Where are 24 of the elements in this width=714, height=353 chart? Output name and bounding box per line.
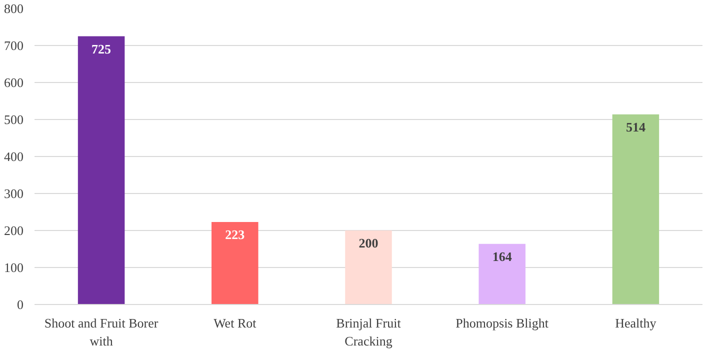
data-label: 514 (626, 119, 646, 134)
x-tick-label: Brinjal Fruit Cracking (336, 316, 402, 348)
data-label: 200 (358, 236, 378, 250)
y-tick-label: 600 (4, 75, 24, 90)
y-tick-label: 300 (4, 186, 24, 201)
bar (612, 114, 660, 304)
bar (212, 222, 258, 304)
y-tick-label: 0 (17, 297, 24, 312)
data-label: 725 (92, 41, 112, 56)
y-tick-label: 800 (4, 1, 24, 16)
x-tick-label: Healthy (615, 316, 657, 330)
x-tick-label: Phomopsis Blight (456, 316, 549, 330)
y-tick-label: 700 (4, 38, 24, 53)
bar (478, 244, 526, 304)
y-tick-label: 500 (4, 112, 24, 127)
bar (345, 230, 392, 304)
x-tick-label: Wet Rot (214, 316, 257, 330)
data-label: 223 (225, 226, 246, 242)
y-tick-label: 200 (4, 223, 24, 238)
x-tick-label: Shoot and Fruit Borer with (44, 316, 159, 348)
y-tick-label: 400 (4, 149, 24, 164)
bar (78, 36, 125, 304)
data-label: 164 (492, 248, 512, 264)
y-tick-label: 100 (4, 260, 24, 275)
